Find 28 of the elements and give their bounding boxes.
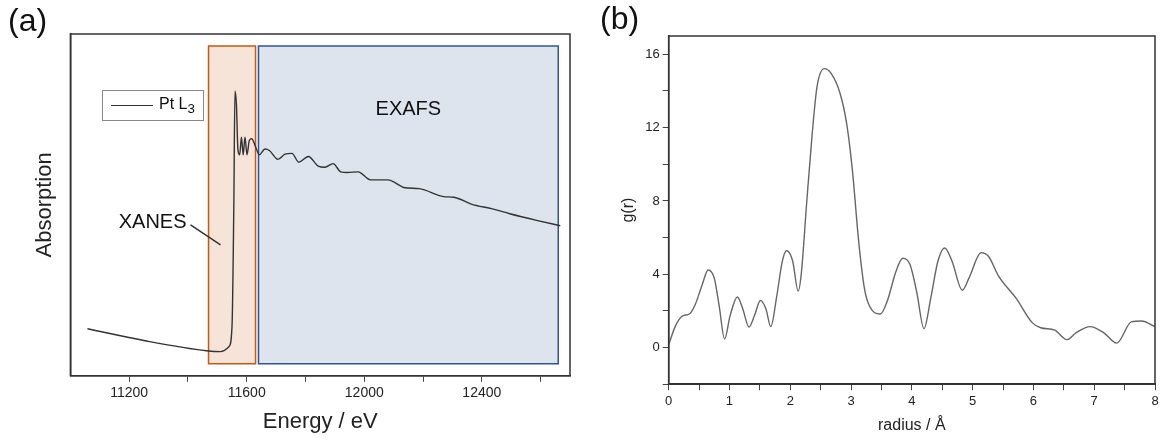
y-tick-label: 0	[652, 339, 660, 355]
x-tick-label: 3	[847, 392, 855, 408]
y-axis-title: Absorption	[31, 152, 57, 258]
x-tick-label: 2	[786, 392, 794, 408]
y-tick-label: 12	[645, 119, 660, 135]
x-axis-title: Energy / eV	[262, 407, 378, 433]
x-tick-label: 8	[1151, 392, 1159, 408]
y-tick-label: 8	[652, 192, 660, 208]
y-axis-title: g(r)	[619, 197, 637, 223]
legend-label: Pt L$_{3}$	[159, 95, 195, 117]
x-tick-label: 11600	[227, 384, 266, 401]
chart-title: (b)	[600, 0, 640, 37]
x-tick-label: 1	[725, 392, 734, 408]
band-label: EXAFS	[375, 96, 442, 119]
y-tick-label: 4	[652, 265, 660, 281]
x-axis-title: radius / Å	[878, 414, 946, 433]
line-series	[668, 67, 1155, 346]
band-label: XANES	[118, 209, 187, 232]
chart-title: (a)	[8, 2, 48, 39]
x-tick-label: 0	[665, 392, 673, 408]
x-tick-label: 7	[1090, 392, 1098, 408]
y-tick-label: 16	[645, 45, 660, 61]
x-tick-label: 11200	[110, 384, 149, 401]
x-tick-label: 12000	[344, 384, 384, 401]
x-tick-label: 5	[969, 392, 977, 408]
x-tick-label: 12400	[462, 384, 502, 401]
x-tick-label: 4	[908, 392, 916, 408]
x-tick-label: 6	[1029, 392, 1038, 408]
